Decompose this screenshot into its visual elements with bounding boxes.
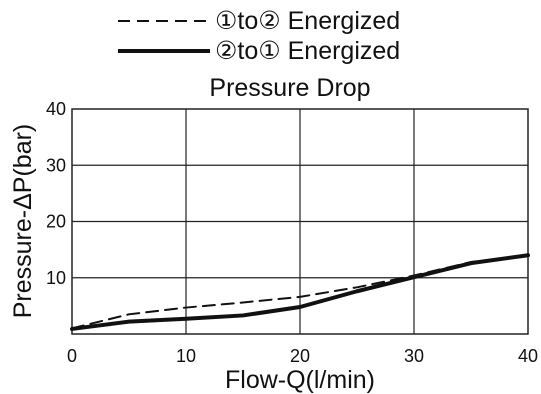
y-tick-label: 10 xyxy=(46,268,66,288)
chart-title: Pressure Drop xyxy=(209,74,370,102)
chart-legend: ①to② Energized ②to① Energized xyxy=(118,7,400,65)
series-2-solid-line xyxy=(70,253,530,331)
x-tick-label: 10 xyxy=(176,346,196,366)
y-tick-label: 30 xyxy=(46,155,66,175)
plot-area xyxy=(70,108,530,335)
x-axis-title: Flow-Q(l/min) xyxy=(225,366,375,394)
x-tick-label: 0 xyxy=(67,346,77,366)
y-tick-label: 40 xyxy=(46,99,66,119)
y-axis-title: Pressure-ΔP(bar) xyxy=(9,124,37,319)
legend-series-2-label: ②to① Energized xyxy=(215,37,400,65)
x-tick-label: 20 xyxy=(290,346,310,366)
plot-frame xyxy=(71,108,529,335)
y-tick-label: 20 xyxy=(46,212,66,232)
x-tick-label: 30 xyxy=(404,346,424,366)
x-tick-label: 40 xyxy=(518,346,538,366)
legend-series-1-label: ①to② Energized xyxy=(215,7,400,35)
